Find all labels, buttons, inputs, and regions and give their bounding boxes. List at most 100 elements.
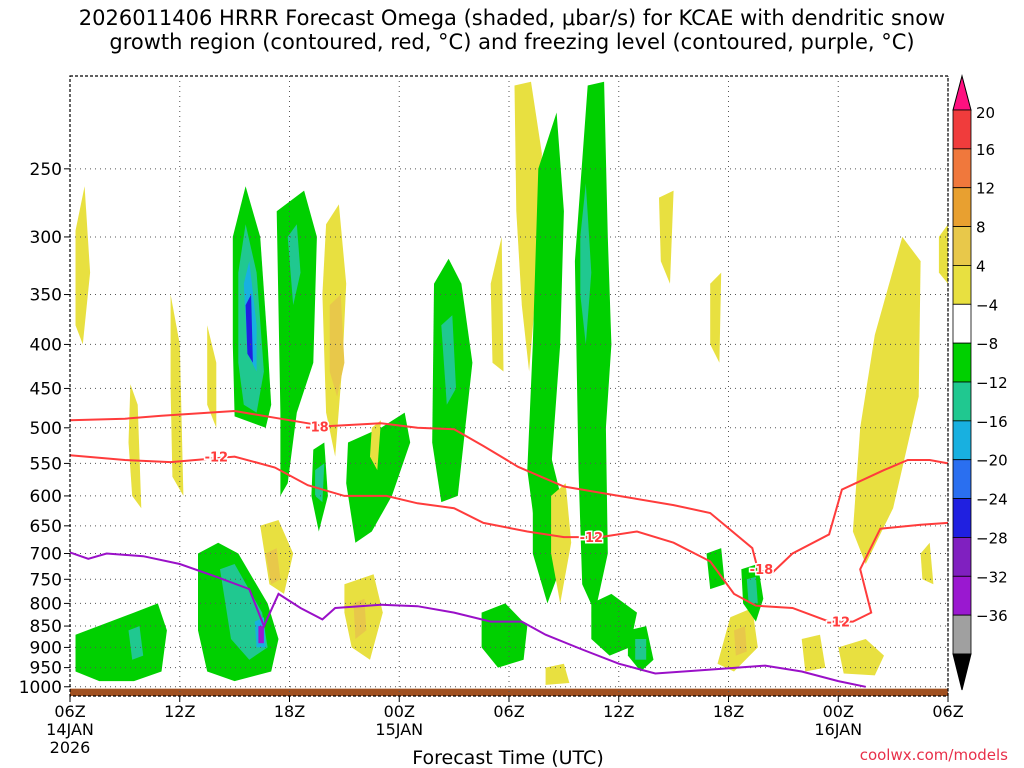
x-tick-label: 06Z (932, 702, 963, 721)
colorbar-label: −8 (976, 335, 998, 353)
omega-region (258, 626, 264, 644)
chart-title-line-2: growth region (contoured, red, °C) and f… (109, 30, 915, 54)
axes-layer: 2503003504004505005506006507007508008509… (19, 75, 964, 757)
omega-region (852, 236, 921, 564)
colorbar-label: 12 (976, 180, 995, 198)
terrain-strip (70, 688, 948, 696)
chart-title-line-1: 2026011406 HRRR Forecast Omega (shaded, … (78, 6, 946, 30)
colorbar-label: 20 (976, 104, 995, 122)
y-tick-label: 950 (30, 659, 62, 679)
colorbar-top-arrow (952, 74, 972, 111)
colorbar-label: 4 (976, 257, 986, 275)
x-tick-label: 18Z (274, 702, 305, 721)
x-tick-date: 15JAN (375, 720, 423, 739)
x-tick-label: 12Z (603, 702, 634, 721)
y-tick-label: 850 (30, 617, 62, 637)
omega-region (710, 272, 722, 363)
omega-region (315, 463, 325, 503)
omega-region (170, 294, 184, 496)
colorbar-label: −4 (976, 296, 998, 314)
omega-region (265, 548, 281, 585)
x-tick-label: 18Z (713, 702, 744, 721)
colorbar-segment (952, 109, 972, 150)
contour-label: -12 (205, 451, 229, 466)
chart-title: 2026011406 HRRR Forecast Omega (shaded, … (0, 6, 1024, 54)
contour-layer: -18 -18 -12 -12 -12 (69, 409, 949, 688)
omega-region (220, 564, 268, 660)
colorbar-segment (952, 537, 972, 577)
contour-label: -12 (580, 531, 604, 546)
omega-region (527, 112, 564, 554)
terrain-layer (70, 688, 948, 696)
x-tick-label: 06Z (493, 702, 524, 721)
y-tick-label: 450 (30, 379, 62, 399)
omega-region (75, 603, 167, 682)
y-tick-label: 750 (30, 570, 62, 590)
colorbar-label: −32 (976, 568, 1008, 586)
omega-region (346, 412, 411, 543)
colorbar-segment (952, 498, 972, 538)
y-tick-label: 400 (30, 335, 62, 355)
omega-region (551, 483, 572, 604)
x-tick-label: 00Z (823, 702, 854, 721)
omega-region (801, 634, 826, 672)
omega-region (128, 384, 142, 509)
y-tick-label: 350 (30, 286, 62, 306)
colorbar-segment (952, 342, 972, 383)
colorbar: 20 16 12 8 4 −4 −8 −12 −16 −20 −24 −28 −32 −36 (952, 74, 1008, 691)
colorbar-segment (952, 303, 972, 344)
omega-region (287, 224, 301, 306)
colorbar-label: 8 (976, 219, 986, 237)
omega-region (591, 593, 637, 656)
colorbar-label: −20 (976, 452, 1008, 470)
colorbar-segment (952, 575, 972, 616)
x-tick-label: 12Z (164, 702, 195, 721)
omega-region (75, 186, 91, 345)
omega-region (207, 325, 217, 428)
x-tick-year: 2026 (50, 738, 91, 757)
omega-region (635, 639, 647, 660)
y-tick-label: 250 (30, 160, 62, 180)
y-tick-label: 300 (30, 228, 62, 248)
omega-region (580, 183, 592, 345)
y-tick-label: 600 (30, 487, 62, 507)
omega-region (370, 420, 381, 471)
colorbar-label: −12 (976, 374, 1008, 392)
x-tick-label: 06Z (54, 702, 85, 721)
colorbar-label: −16 (976, 413, 1008, 431)
y-tick-label: 1000 (19, 678, 62, 698)
colorbar-label: −28 (976, 529, 1008, 547)
contour-label: -12 (827, 616, 851, 631)
omega-region (490, 236, 504, 372)
colorbar-segment (952, 614, 972, 655)
y-tick-label: 500 (30, 419, 62, 439)
x-tick-label: 00Z (384, 702, 415, 721)
omega-region (734, 626, 747, 656)
omega-region (245, 294, 253, 363)
colorbar-segment (952, 420, 972, 461)
colorbar-label: −36 (976, 607, 1008, 625)
colorbar-segment (952, 459, 972, 499)
source-credit: coolwx.com/models (859, 746, 1008, 764)
y-tick-label: 550 (30, 454, 62, 474)
colorbar-bottom-arrow (952, 653, 972, 691)
omega-region (329, 294, 345, 397)
contour-label: -18 (305, 420, 329, 435)
omega-region (746, 576, 758, 604)
colorbar-label: 16 (976, 141, 995, 159)
colorbar-segment (952, 226, 972, 266)
omega-region (938, 224, 948, 284)
contour-line (69, 551, 866, 688)
omega-region (441, 315, 456, 405)
y-tick-label: 700 (30, 545, 62, 565)
colorbar-label: −24 (976, 491, 1008, 509)
omega-region (481, 603, 528, 668)
colorbar-segment (952, 148, 972, 189)
omega-region (659, 190, 674, 284)
y-tick-label: 900 (30, 638, 62, 658)
contour-label: -18 (750, 563, 774, 578)
contour-line (69, 454, 949, 623)
omega-region (838, 639, 884, 676)
omega-region (545, 663, 570, 685)
